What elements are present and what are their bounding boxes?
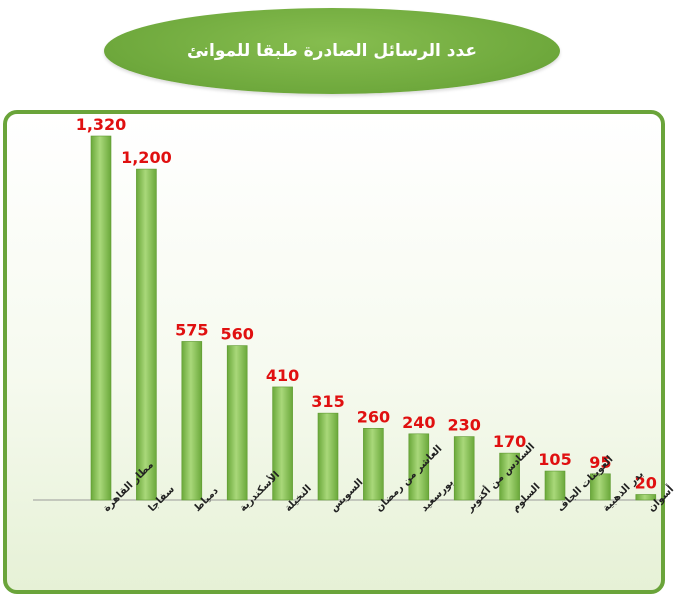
bar (544, 470, 566, 501)
bar (499, 452, 520, 501)
chart-title-banner: عدد الرسائل الصادرة طبقا للموانئ (104, 8, 560, 94)
value-label: 95 (589, 453, 611, 472)
value-label: 20 (635, 473, 657, 492)
value-label: 170 (493, 432, 526, 451)
bar (226, 345, 248, 501)
bar (317, 412, 339, 501)
value-label: 240 (402, 413, 435, 432)
bar (635, 494, 657, 501)
bar (363, 428, 384, 501)
value-label: 1,200 (121, 148, 172, 167)
bar (181, 341, 203, 501)
bar (90, 135, 112, 501)
value-label: 575 (175, 320, 208, 339)
value-label: 410 (266, 366, 299, 385)
value-label: 230 (447, 416, 480, 435)
value-label: 105 (538, 450, 571, 469)
chart-panel (3, 110, 665, 594)
value-label: 315 (311, 392, 344, 411)
chart-title: عدد الرسائل الصادرة طبقا للموانئ (187, 41, 477, 61)
bar (272, 386, 293, 501)
value-label: 1,320 (76, 115, 127, 134)
value-label: 260 (357, 407, 390, 426)
bar (453, 436, 475, 501)
value-label: 560 (220, 325, 253, 344)
bar (590, 473, 611, 501)
bar (136, 168, 157, 501)
bar (408, 433, 430, 501)
